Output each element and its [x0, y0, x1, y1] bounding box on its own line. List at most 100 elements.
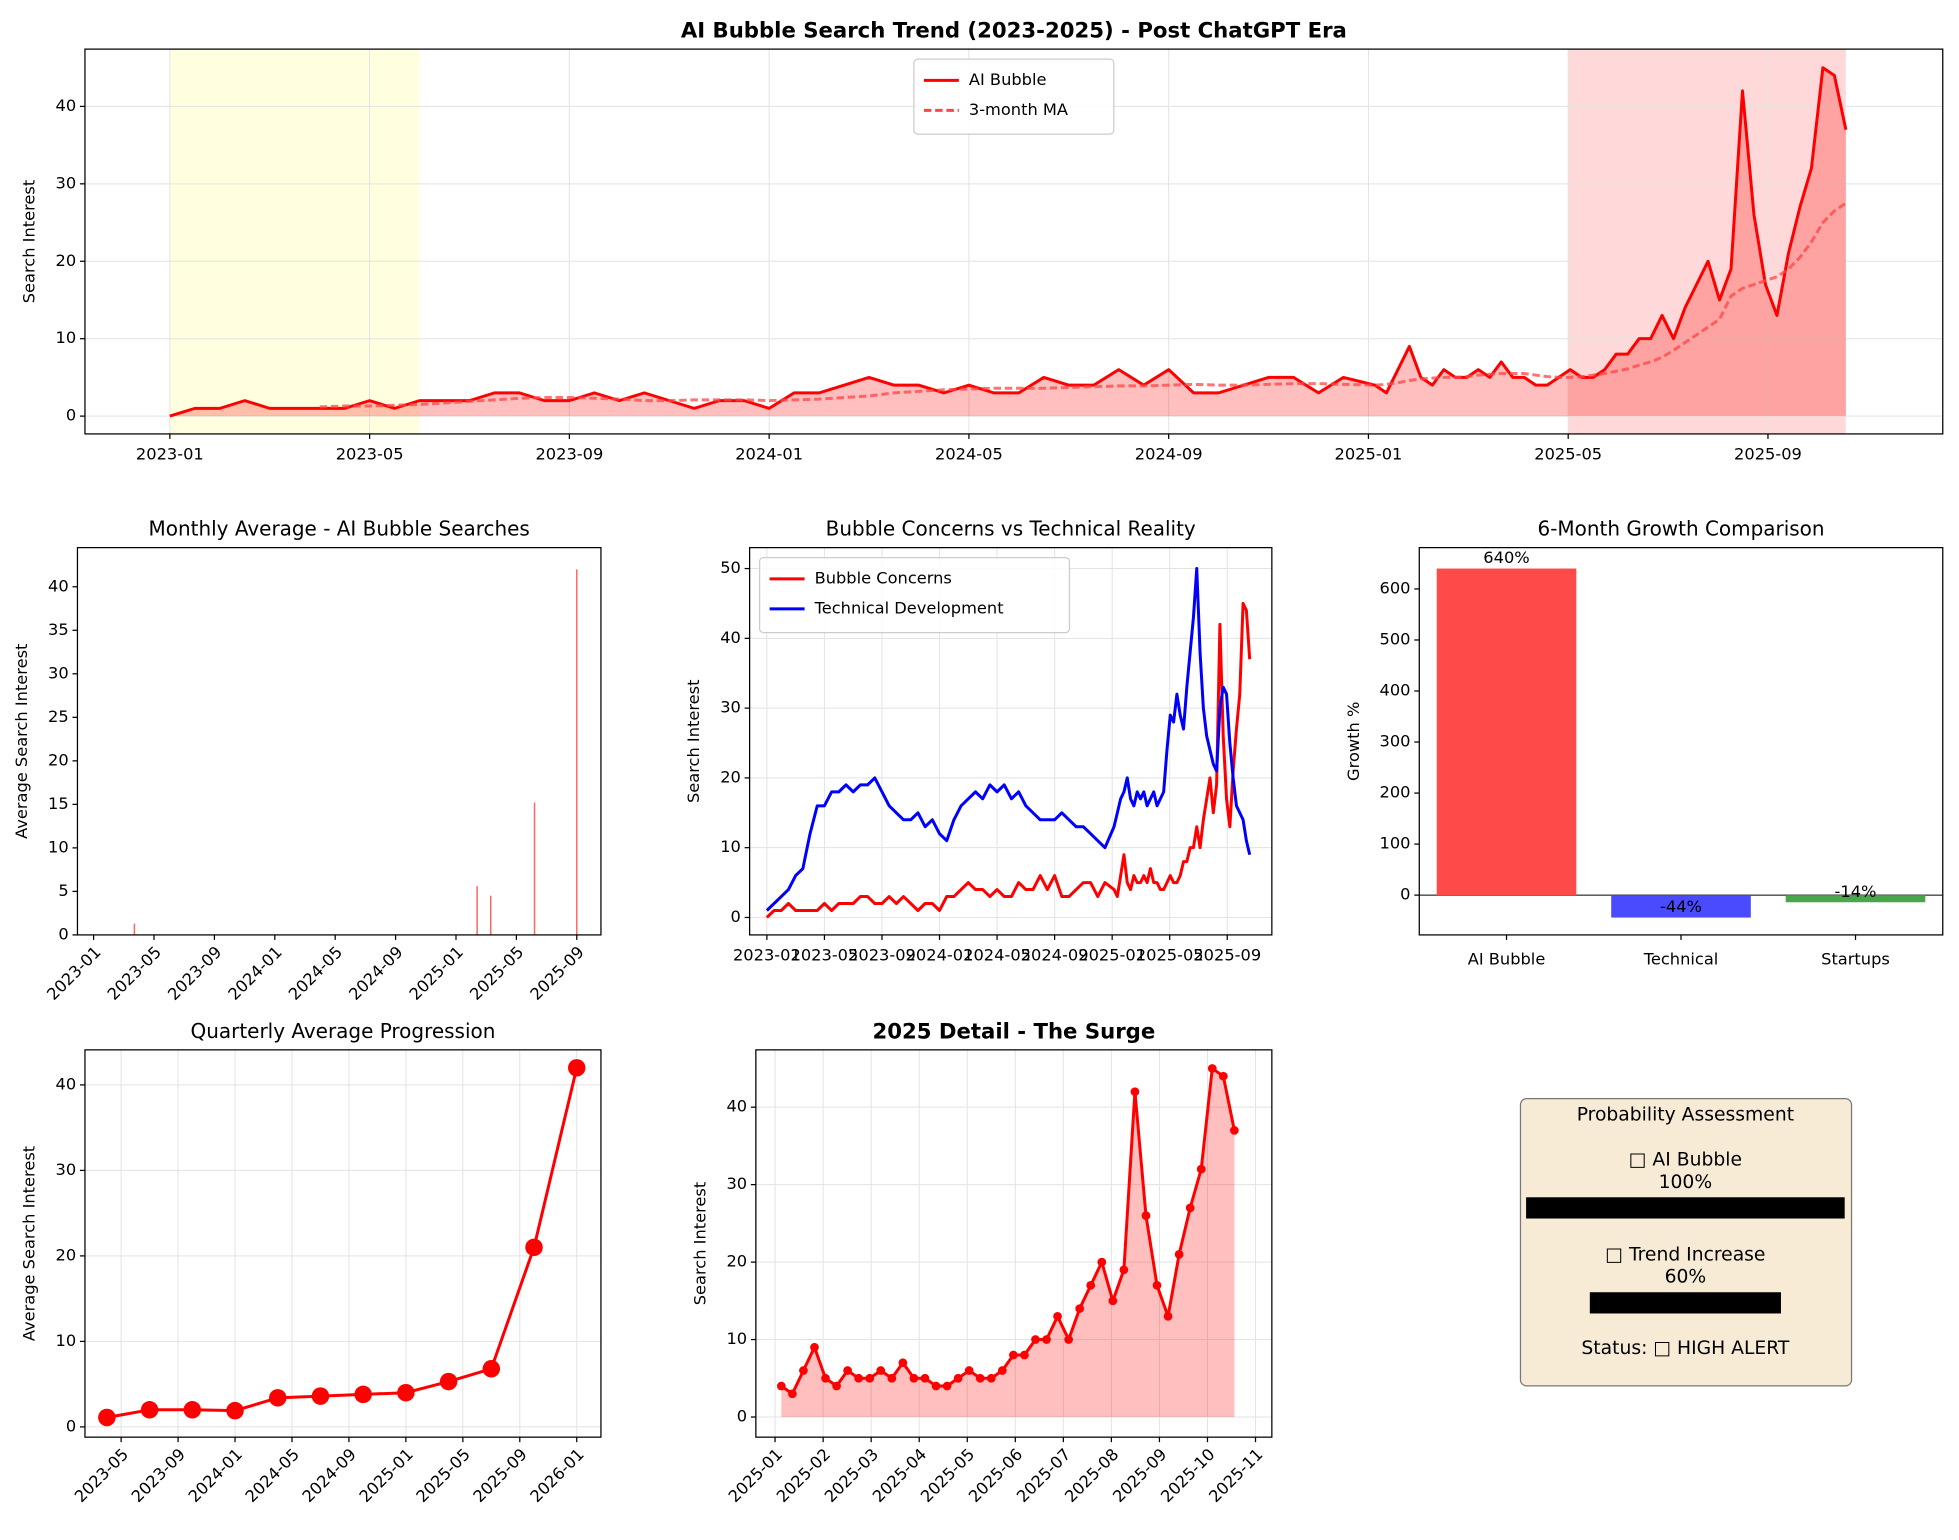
- chart-title: 2025 Detail - The Surge: [872, 1019, 1155, 1044]
- assessment-title: Probability Assessment: [1577, 1104, 1794, 1125]
- bar: [133, 923, 136, 935]
- marker: [1086, 1280, 1096, 1290]
- marker: [1097, 1257, 1107, 1267]
- x-tick-label: 2023-01: [733, 946, 801, 965]
- y-tick-label: 25: [48, 707, 69, 726]
- y-tick-label: 10: [726, 1329, 747, 1348]
- bar: [489, 895, 492, 935]
- x-tick-label: Startups: [1821, 949, 1890, 968]
- marker: [854, 1373, 864, 1383]
- y-tick-label: 10: [720, 837, 741, 856]
- y-tick-label: 20: [726, 1252, 747, 1271]
- y-tick-label: 15: [48, 794, 69, 813]
- marker: [1185, 1203, 1195, 1213]
- x-tick-label: 2023-05: [336, 445, 404, 464]
- y-tick-label: 40: [48, 576, 69, 595]
- marker: [876, 1366, 886, 1375]
- line: [765, 601, 1252, 919]
- highlight-span: [169, 49, 420, 434]
- x-tick-label: 2025-09: [1193, 946, 1261, 965]
- x-tick-label: 2024-05: [963, 946, 1031, 965]
- panel: 0 10 20 30 40 2023-01 2023-05 2023-09 2024-01 202…: [19, 19, 1944, 464]
- axes-frame: [1418, 546, 1944, 936]
- x-tick-label: 2023-05: [104, 942, 165, 1003]
- marker: [439, 1372, 458, 1391]
- axes-frame: [84, 48, 1944, 435]
- line: [319, 201, 1847, 409]
- chart-title: Bubble Concerns vs Technical Reality: [826, 517, 1196, 541]
- marker: [1174, 1249, 1184, 1259]
- y-tick-label: 30: [48, 663, 69, 682]
- y-tick-label: 10: [48, 837, 69, 856]
- marker: [397, 1383, 415, 1402]
- y-tick-label: 20: [56, 1245, 77, 1264]
- area: [781, 1068, 1235, 1418]
- x-tick-label: 2023-09: [164, 942, 225, 1003]
- x-tick-label: 2026-01: [526, 1445, 587, 1506]
- bar: [533, 802, 536, 935]
- bar: [476, 886, 478, 935]
- x-tick-label: 2023-05: [791, 946, 859, 965]
- axes-frame: [755, 1049, 1273, 1438]
- marker: [821, 1373, 830, 1383]
- marker: [1042, 1335, 1051, 1344]
- y-tick-label: 0: [731, 907, 741, 926]
- panel: 0102030402023-052023-092024-012024-05202…: [19, 1019, 602, 1506]
- chart-title: Quarterly Average Progression: [191, 1019, 496, 1043]
- panel: 0102030402025-012025-022025-032025-04202…: [690, 1019, 1273, 1506]
- y-tick-label: 30: [56, 173, 77, 192]
- line: [106, 1067, 579, 1419]
- y-tick-label: 0: [66, 406, 76, 425]
- marker: [898, 1358, 908, 1368]
- x-tick-label: 2024-01: [906, 946, 974, 965]
- marker: [140, 1401, 159, 1419]
- bar: [1611, 895, 1751, 918]
- y-tick-label: 0: [58, 924, 68, 943]
- marker: [799, 1366, 808, 1375]
- axes-frame: [748, 546, 1273, 936]
- marker: [832, 1381, 841, 1391]
- y-tick-label: 30: [726, 1174, 747, 1193]
- y-tick-label: 40: [726, 1097, 747, 1116]
- x-tick-label: 2024-05: [285, 942, 346, 1003]
- x-tick-label: 2023-05: [71, 1445, 132, 1506]
- y-tick-label: 0: [66, 1416, 76, 1435]
- marker: [1108, 1296, 1118, 1306]
- marker: [1020, 1350, 1029, 1360]
- marker: [183, 1401, 202, 1419]
- x-tick-label: 2024-09: [1021, 946, 1089, 965]
- legend-label: 3-month MA: [969, 100, 1068, 119]
- y-axis-label: Average Search Interest: [19, 1146, 38, 1341]
- marker: [268, 1389, 287, 1407]
- x-tick-label: 2025-09: [469, 1445, 530, 1506]
- marker: [567, 1059, 586, 1077]
- assessment-status: Status: □ HIGH ALERT: [1581, 1338, 1790, 1359]
- marker: [964, 1366, 974, 1375]
- x-tick-label: 2023-01: [136, 445, 204, 464]
- y-tick-label: 10: [56, 328, 77, 347]
- marker: [226, 1401, 244, 1420]
- axes-frame: [76, 546, 602, 936]
- marker: [865, 1373, 875, 1383]
- x-tick-label: 2024-09: [1135, 445, 1203, 464]
- marker: [1130, 1087, 1140, 1097]
- marker: [931, 1381, 941, 1391]
- bar: [1785, 895, 1926, 903]
- y-tick-label: 5: [58, 881, 68, 900]
- highlight-span: [1568, 49, 1846, 434]
- y-tick-label: 50: [720, 558, 741, 577]
- y-tick-label: 400: [1380, 681, 1411, 700]
- y-axis-label: Average Search Interest: [12, 644, 31, 839]
- marker: [920, 1373, 930, 1383]
- x-tick-label: 2024-09: [345, 942, 406, 1003]
- marker: [942, 1381, 952, 1391]
- axes-frame: [84, 1049, 602, 1438]
- x-tick-label: 2023-09: [535, 445, 603, 464]
- assessment-value: 100%: [1659, 1172, 1713, 1193]
- marker: [1141, 1211, 1151, 1220]
- y-axis-label: Growth %: [1344, 702, 1363, 781]
- area: [169, 67, 1846, 417]
- line: [765, 567, 1252, 912]
- y-axis-label: Search Interest: [690, 1182, 709, 1306]
